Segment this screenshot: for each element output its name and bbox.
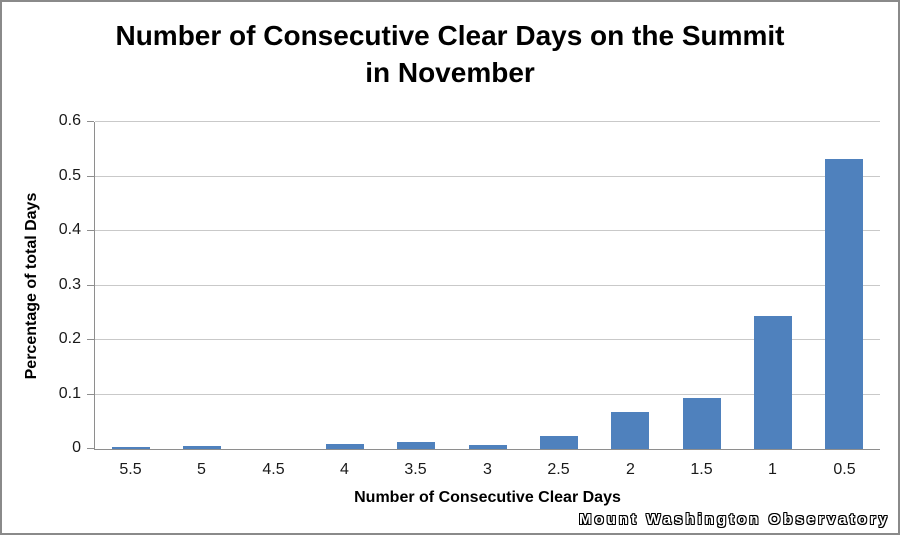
y-tick-mark — [87, 121, 94, 122]
x-tick-label: 1.5 — [690, 461, 713, 478]
y-tick-label: 0.4 — [58, 221, 81, 238]
x-tick-label: 2 — [626, 461, 635, 478]
y-gridline — [95, 285, 880, 286]
y-tick-label: 0.1 — [58, 385, 81, 402]
y-tick-label: 0 — [72, 439, 81, 456]
chart-title: Number of Consecutive Clear Days on the … — [115, 20, 785, 88]
y-tick-mark — [87, 285, 94, 286]
y-tick-label: 0.2 — [58, 330, 81, 347]
y-gridline — [95, 339, 880, 340]
bar-4 — [326, 444, 364, 449]
bar-1.5 — [683, 398, 721, 449]
x-tick-label: 0.5 — [833, 461, 856, 478]
bar-5 — [183, 446, 221, 449]
y-gridline — [95, 176, 880, 177]
x-tick-label: 4 — [340, 461, 349, 478]
y-gridline — [95, 230, 880, 231]
y-axis-line — [94, 122, 95, 450]
bar-5.5 — [112, 447, 150, 449]
x-tick-label: 3.5 — [404, 461, 427, 478]
x-tick-label: 5 — [197, 461, 206, 478]
x-tick-label: 1 — [768, 461, 777, 478]
x-tick-label: 5.5 — [119, 461, 142, 478]
y-tick-label: 0.5 — [58, 167, 81, 184]
bar-2 — [611, 412, 649, 449]
y-gridline — [95, 394, 880, 395]
y-gridline — [95, 121, 880, 122]
y-tick-mark — [87, 394, 94, 395]
y-tick-mark — [87, 176, 94, 177]
bar-3.5 — [397, 442, 435, 449]
x-tick-label: 3 — [483, 461, 492, 478]
x-axis-title: Number of Consecutive Clear Days — [354, 489, 621, 506]
x-tick-label: 2.5 — [547, 461, 570, 478]
y-tick-mark — [87, 339, 94, 340]
x-axis-line — [94, 449, 880, 450]
y-tick-mark — [87, 448, 94, 449]
bar-3 — [469, 445, 507, 449]
y-tick-mark — [87, 230, 94, 231]
y-tick-label: 0.6 — [58, 112, 81, 129]
bar-0.5 — [825, 159, 863, 449]
y-tick-label: 0.3 — [58, 276, 81, 293]
x-tick-label: 4.5 — [262, 461, 285, 478]
watermark-text: Mount Washington Observatory — [579, 511, 890, 528]
bar-1 — [754, 316, 792, 449]
bar-2.5 — [540, 436, 578, 449]
